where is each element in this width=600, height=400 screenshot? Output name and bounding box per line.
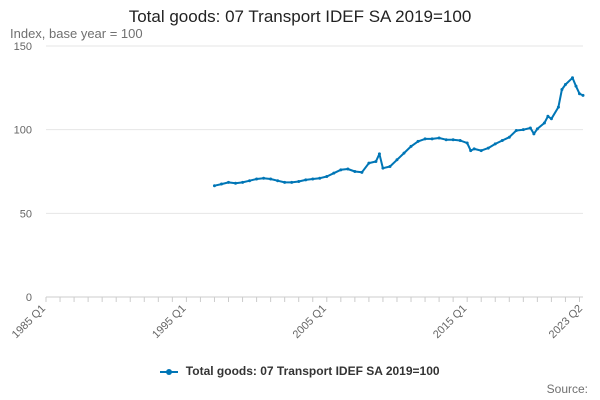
x-tick-label: 2023 Q2 [547,303,585,341]
data-point[interactable] [241,180,245,184]
axes: 0 50 100 150 1985 Q1 1995 Q1 2005 Q1 2015 Q1 202… [10,41,585,341]
data-point[interactable] [532,132,536,136]
data-point[interactable] [339,168,343,172]
series-layer [212,76,585,188]
data-point[interactable] [535,127,539,131]
y-tick-label: 150 [14,41,32,53]
data-point[interactable] [367,161,371,165]
source-label: Source: [546,382,588,396]
data-point[interactable] [549,117,553,121]
data-point[interactable] [493,142,497,146]
data-point[interactable] [332,171,336,175]
y-tick-label: 50 [20,208,32,220]
data-point[interactable] [563,82,567,86]
data-point[interactable] [377,152,381,156]
data-point[interactable] [353,170,357,173]
data-point[interactable] [374,159,378,163]
x-tick-label: 1995 Q1 [150,303,188,341]
data-point[interactable] [560,88,564,92]
data-point[interactable] [255,177,259,181]
data-point[interactable] [423,137,427,141]
data-point[interactable] [444,138,448,142]
data-point[interactable] [486,146,490,150]
data-point[interactable] [212,184,216,188]
data-point[interactable] [276,179,280,183]
data-point[interactable] [248,179,252,183]
data-point[interactable] [388,164,392,168]
y-tick-label: 0 [26,292,32,304]
data-point[interactable] [437,136,441,140]
data-point[interactable] [304,178,308,182]
data-point[interactable] [472,147,476,151]
data-point[interactable] [381,166,385,170]
data-point[interactable] [219,182,223,186]
data-point[interactable] [360,170,364,174]
x-tick-label: 2005 Q1 [291,303,329,341]
legend-label: Total goods: 07 Transport IDEF SA 2019=1… [185,364,440,378]
data-point[interactable] [311,177,315,181]
data-point[interactable] [451,138,455,142]
y-axis-subtitle: Index, base year = 100 [10,26,143,41]
data-point[interactable] [458,139,462,143]
data-point[interactable] [465,141,469,145]
data-point[interactable] [318,176,322,180]
data-point[interactable] [402,151,406,155]
data-point[interactable] [528,126,532,130]
data-point[interactable] [297,180,301,184]
x-tick-label: 1985 Q1 [10,303,48,341]
data-point[interactable] [234,181,238,185]
data-point[interactable] [577,92,581,96]
legend[interactable]: Total goods: 07 Transport IDEF SA 2019=1… [0,364,600,378]
data-point[interactable] [521,128,525,132]
data-point[interactable] [570,76,574,80]
data-point[interactable] [574,84,578,88]
series-line [214,76,584,187]
data-point[interactable] [395,158,399,162]
data-point[interactable] [325,175,329,179]
data-point[interactable] [581,93,585,97]
data-point[interactable] [269,177,273,181]
legend-swatch-icon [160,367,179,377]
data-point[interactable] [514,129,518,133]
data-point[interactable] [416,139,420,143]
data-point[interactable] [346,167,350,171]
data-point[interactable] [542,121,546,125]
x-tick-label: 2015 Q1 [431,303,469,341]
data-point[interactable] [479,149,483,153]
data-point[interactable] [430,137,434,141]
data-point[interactable] [290,180,294,184]
data-point[interactable] [469,149,473,153]
gridlines [46,45,583,298]
data-point[interactable] [409,144,413,148]
chart-title: Total goods: 07 Transport IDEF SA 2019=1… [128,7,472,26]
data-point[interactable] [556,105,560,109]
data-point[interactable] [283,180,287,184]
data-point[interactable] [262,176,266,180]
data-point[interactable] [507,135,511,139]
y-tick-label: 100 [14,125,32,137]
data-point[interactable] [227,180,231,184]
data-point[interactable] [500,139,504,143]
data-point[interactable] [546,114,550,118]
